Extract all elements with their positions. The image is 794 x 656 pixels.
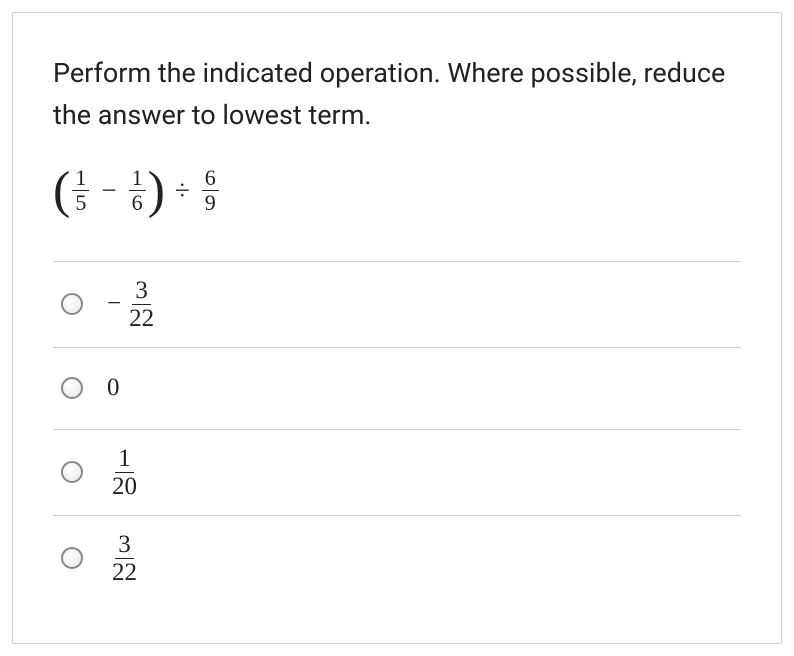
option-fraction: 1 20 — [109, 446, 140, 499]
option-row[interactable]: 0 — [53, 348, 741, 430]
paren-close: ) — [148, 165, 165, 217]
option-4-denominator: 22 — [109, 559, 140, 585]
option-row[interactable]: − 3 22 — [53, 262, 741, 348]
fraction-2-denominator: 6 — [129, 191, 146, 214]
fraction-3-denominator: 9 — [202, 191, 219, 214]
radio-button[interactable] — [61, 461, 83, 483]
question-text: Perform the indicated operation. Where p… — [53, 53, 741, 137]
option-1-numerator: 3 — [132, 278, 151, 305]
fraction-1-numerator: 1 — [72, 167, 89, 191]
math-expression: ( 1 5 − 1 6 ) ÷ 6 9 — [53, 165, 741, 217]
minus-operator: − — [101, 175, 116, 206]
fraction-2-numerator: 1 — [129, 167, 146, 191]
option-4-numerator: 3 — [115, 532, 134, 559]
negative-sign: − — [107, 290, 121, 318]
radio-button[interactable] — [61, 377, 83, 399]
fraction-3-numerator: 6 — [202, 167, 219, 191]
option-value: 0 — [107, 374, 120, 402]
options-list: − 3 22 0 1 20 — [53, 261, 741, 601]
option-fraction: 3 22 — [126, 278, 157, 331]
option-row[interactable]: 3 22 — [53, 516, 741, 601]
question-card: Perform the indicated operation. Where p… — [12, 12, 782, 644]
fraction-1-denominator: 5 — [72, 191, 89, 214]
divide-operator: ÷ — [175, 175, 190, 206]
option-1-denominator: 22 — [126, 305, 157, 331]
fraction-1: 1 5 — [72, 167, 89, 214]
paren-open: ( — [53, 165, 70, 217]
option-content-4: 3 22 — [107, 532, 142, 585]
option-3-denominator: 20 — [109, 473, 140, 499]
fraction-2: 1 6 — [129, 167, 146, 214]
option-fraction: 3 22 — [109, 532, 140, 585]
radio-button[interactable] — [61, 293, 83, 315]
option-row[interactable]: 1 20 — [53, 430, 741, 516]
option-content-3: 1 20 — [107, 446, 142, 499]
option-content-1: − 3 22 — [107, 278, 159, 331]
fraction-3: 6 9 — [202, 167, 219, 214]
option-content-2: 0 — [107, 374, 120, 402]
option-3-numerator: 1 — [115, 446, 134, 473]
radio-button[interactable] — [61, 547, 83, 569]
